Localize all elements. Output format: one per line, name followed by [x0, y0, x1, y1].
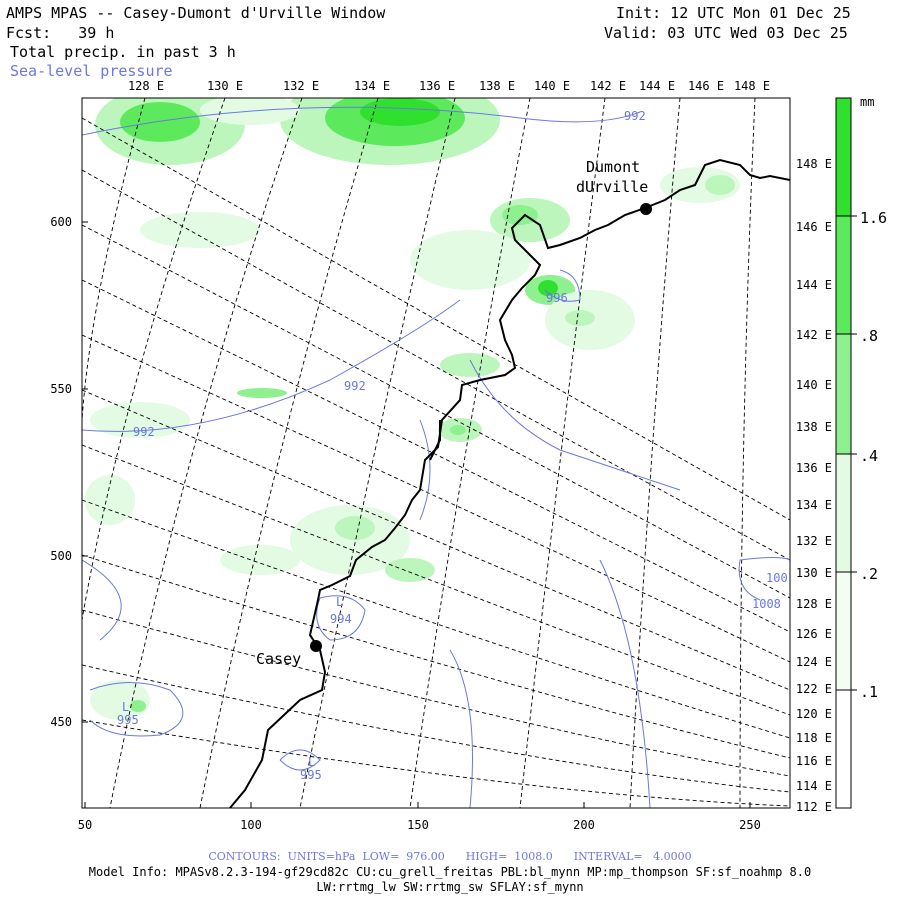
right-lon-label: 142 E	[796, 328, 832, 342]
y-axis-label: 450	[50, 715, 72, 729]
map-frame	[81, 97, 791, 809]
colorbar-swatch	[836, 454, 851, 572]
right-lon-label: 146 E	[796, 220, 832, 234]
colorbar-swatch	[836, 572, 851, 690]
right-lon-label: 136 E	[796, 461, 832, 475]
colorbar-unit: mm	[860, 95, 874, 109]
right-lon-label: 124 E	[796, 655, 832, 669]
top-lon-label: 132 E	[283, 79, 319, 93]
model-info-line2: LW:rrtmg_lw SW:rrtmg_sw SFLAY:sf_mynn	[316, 880, 584, 894]
pressure-label: 1008	[752, 597, 781, 611]
station-marker-dumont	[640, 203, 652, 215]
top-lon-label: 136 E	[419, 79, 455, 93]
colorbar-label: .8	[860, 327, 878, 345]
coastline	[229, 158, 790, 808]
right-lon-label: 130 E	[796, 566, 832, 580]
y-axis-ticks	[82, 221, 88, 723]
station-label: dUrville	[576, 178, 648, 196]
colorbar-label: 1.6	[860, 209, 887, 227]
model-info: Model Info: MPASv8.2.3-194-gf29cd82c CU:…	[88, 865, 812, 879]
colorbar-label: .2	[860, 565, 878, 583]
field-label: Total precip. in past 3 h	[10, 43, 236, 61]
station-label: Dumont	[586, 158, 640, 176]
pressure-label: 994	[330, 612, 352, 626]
x-axis-label: 50	[78, 818, 92, 832]
pressure-label: 992	[344, 379, 366, 393]
x-axis-ticks	[84, 802, 751, 808]
y-axis-label: 550	[50, 382, 72, 396]
right-lon-label: 116 E	[796, 754, 832, 768]
contour-info: CONTOURS: UNITS=hPa LOW= 976.00 HIGH= 10…	[208, 850, 692, 863]
right-lon-label: 144 E	[796, 278, 832, 292]
top-lon-label: 128 E	[128, 79, 164, 93]
map-title: AMPS MPAS -- Casey-Dumont d'Urville Wind…	[6, 4, 386, 22]
x-axis-label: 250	[739, 818, 761, 832]
top-lon-label: 148 E	[734, 79, 770, 93]
overlay-label: Sea-level pressure	[10, 62, 173, 80]
graticule	[82, 98, 790, 808]
right-lon-label: 138 E	[796, 420, 832, 434]
station-label: Casey	[256, 650, 301, 668]
colorbar-label: .1	[860, 683, 878, 701]
low-marker: L	[308, 755, 315, 769]
pressure-label: 992	[624, 109, 646, 123]
top-lon-label: 134 E	[354, 79, 390, 93]
top-lon-label: 144 E	[639, 79, 675, 93]
x-axis-label: 200	[573, 818, 595, 832]
x-axis-label: 100	[240, 818, 262, 832]
right-lon-label: 134 E	[796, 498, 832, 512]
right-lon-label: 122 E	[796, 682, 832, 696]
right-lon-label: 132 E	[796, 534, 832, 548]
colorbar-swatch	[836, 216, 851, 334]
top-lon-label: 130 E	[207, 79, 243, 93]
right-lon-label: 120 E	[796, 707, 832, 721]
right-lon-label: 140 E	[796, 378, 832, 392]
right-lon-label: 112 E	[796, 800, 832, 814]
right-lon-label: 148 E	[796, 157, 832, 171]
pressure-label: 100	[766, 571, 788, 585]
y-axis-label: 500	[50, 549, 72, 563]
pressure-label: 992	[133, 425, 155, 439]
top-lon-label: 138 E	[479, 79, 515, 93]
colorbar-swatch	[836, 98, 851, 216]
colorbar	[835, 97, 857, 809]
colorbar-label: .4	[860, 447, 878, 465]
right-lon-label: 118 E	[796, 731, 832, 745]
valid-time: Valid: 03 UTC Wed 03 Dec 25	[604, 24, 848, 42]
colorbar-swatch	[836, 690, 851, 808]
top-lon-label: 142 E	[590, 79, 626, 93]
top-lon-label: 140 E	[534, 79, 570, 93]
right-lon-label: 128 E	[796, 597, 832, 611]
colorbar-swatch	[836, 334, 851, 454]
pressure-contours	[82, 106, 790, 808]
right-lon-label: 126 E	[796, 627, 832, 641]
right-lon-label: 114 E	[796, 779, 832, 793]
pressure-label: 996	[546, 291, 568, 305]
init-time: Init: 12 UTC Mon 01 Dec 25	[616, 4, 851, 22]
station-marker-casey	[310, 640, 322, 652]
y-axis-label: 600	[50, 215, 72, 229]
low-marker: L	[336, 595, 343, 609]
pressure-label: 995	[300, 768, 322, 782]
pressure-label: 995	[117, 713, 139, 727]
top-lon-label: 146 E	[688, 79, 724, 93]
low-marker: L	[122, 700, 129, 714]
forecast-hour: Fcst: 39 h	[6, 24, 115, 42]
x-axis-label: 150	[407, 818, 429, 832]
